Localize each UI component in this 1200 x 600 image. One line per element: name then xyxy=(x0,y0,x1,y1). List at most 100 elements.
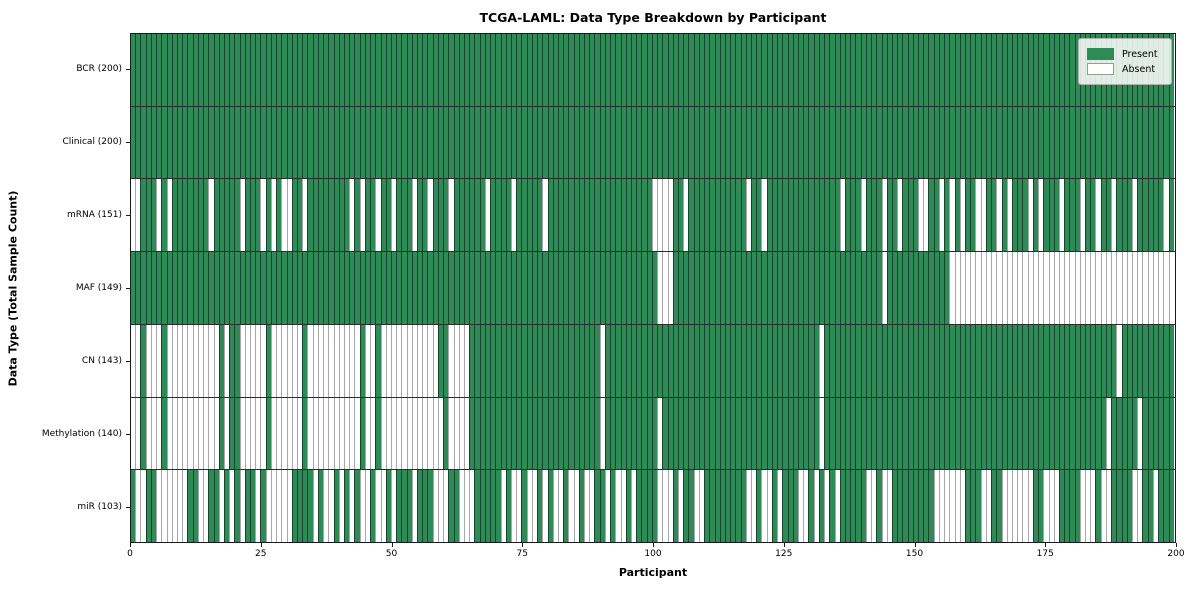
heatmap-cell xyxy=(615,397,621,470)
heatmap-cell xyxy=(291,179,297,252)
heatmap-cell xyxy=(135,324,141,397)
heatmap-cell xyxy=(1142,397,1148,470)
heatmap-cell xyxy=(860,252,866,324)
heatmap-cell xyxy=(458,252,464,324)
heatmap-cell xyxy=(756,34,762,106)
heatmap-cell xyxy=(850,34,856,106)
heatmap-cell xyxy=(636,470,642,543)
heatmap-cell xyxy=(657,179,663,252)
heatmap-cell xyxy=(714,397,720,470)
heatmap-cell xyxy=(871,397,877,470)
heatmap-cell xyxy=(782,179,788,252)
heatmap-cell xyxy=(766,179,772,252)
y-tick-label-CN: CN (143) xyxy=(81,355,122,366)
heatmap-cell xyxy=(1032,252,1039,324)
heatmap-cell xyxy=(740,179,746,252)
heatmap-cell xyxy=(667,470,673,543)
heatmap-cell xyxy=(777,252,783,324)
heatmap-cell xyxy=(297,397,303,470)
heatmap-cell xyxy=(589,324,595,397)
y-tick-mark xyxy=(126,288,130,289)
heatmap-cell xyxy=(949,106,955,179)
heatmap-cell xyxy=(683,34,689,106)
heatmap-cell xyxy=(636,34,642,106)
heatmap-cell xyxy=(777,324,783,397)
heatmap-cell xyxy=(923,106,929,179)
heatmap-cell xyxy=(891,470,898,543)
heatmap-cell xyxy=(1126,397,1132,470)
heatmap-cell xyxy=(411,106,418,179)
heatmap-cell xyxy=(307,397,313,470)
heatmap-cell xyxy=(918,34,924,106)
heatmap-cell xyxy=(1022,397,1028,470)
heatmap-cell xyxy=(902,252,908,324)
heatmap-cell xyxy=(740,397,746,470)
heatmap-cell xyxy=(1079,106,1086,179)
heatmap-cell xyxy=(1074,106,1080,179)
heatmap-cell xyxy=(568,34,574,106)
heatmap-cell xyxy=(891,34,898,106)
heatmap-cell xyxy=(260,106,266,179)
heatmap-cell xyxy=(928,397,934,470)
heatmap-cell xyxy=(1064,106,1070,179)
heatmap-cell xyxy=(688,470,694,543)
heatmap-cell xyxy=(432,34,438,106)
x-tick-mark xyxy=(783,543,785,547)
heatmap-cell xyxy=(1137,397,1143,470)
heatmap-cell xyxy=(385,397,391,470)
heatmap-cell xyxy=(176,179,183,252)
heatmap-cell xyxy=(244,179,251,252)
heatmap-cell xyxy=(1121,397,1127,470)
heatmap-cell xyxy=(312,179,318,252)
heatmap-cell xyxy=(1168,324,1174,397)
heatmap-cell xyxy=(328,324,334,397)
heatmap-cell xyxy=(1022,179,1028,252)
y-tick-label-miR: miR (103) xyxy=(77,501,122,512)
x-tick-mark xyxy=(1176,543,1177,547)
heatmap-cell xyxy=(1043,252,1049,324)
heatmap-cell xyxy=(818,179,825,252)
heatmap-cell xyxy=(328,252,334,324)
heatmap-cell xyxy=(197,179,204,252)
heatmap-cell xyxy=(182,324,188,397)
heatmap-cell xyxy=(1058,252,1065,324)
heatmap-cell xyxy=(197,106,204,179)
heatmap-cell xyxy=(458,34,464,106)
heatmap-cell xyxy=(1126,324,1132,397)
heatmap-cell xyxy=(641,252,647,324)
heatmap-cell xyxy=(526,470,532,543)
heatmap-cell xyxy=(495,470,501,543)
heatmap-cell xyxy=(505,470,511,543)
heatmap-cell xyxy=(766,34,772,106)
heatmap-cell xyxy=(307,324,313,397)
heatmap-cell xyxy=(276,470,282,543)
heatmap-cell xyxy=(839,106,845,179)
heatmap-cell xyxy=(135,470,141,543)
heatmap-cell xyxy=(281,34,287,106)
heatmap-cell xyxy=(657,324,663,397)
heatmap-cell xyxy=(203,397,209,470)
heatmap-cell xyxy=(312,34,318,106)
heatmap-cell xyxy=(495,179,501,252)
heatmap-cell xyxy=(625,397,631,470)
heatmap-cell xyxy=(406,252,412,324)
heatmap-cell xyxy=(557,397,564,470)
heatmap-cell xyxy=(208,397,214,470)
heatmap-cell xyxy=(751,252,757,324)
heatmap-cell xyxy=(871,34,877,106)
heatmap-cell xyxy=(443,34,449,106)
heatmap-cell xyxy=(250,470,256,543)
heatmap-cell xyxy=(589,106,595,179)
heatmap-cell xyxy=(709,106,715,179)
heatmap-cell xyxy=(589,179,595,252)
heatmap-cell xyxy=(745,34,752,106)
heatmap-cell xyxy=(813,470,819,543)
heatmap-cell xyxy=(464,470,470,543)
heatmap-cell xyxy=(631,34,637,106)
heatmap-cell xyxy=(229,252,235,324)
heatmap-cell xyxy=(150,397,157,470)
heatmap-cell xyxy=(657,397,663,470)
heatmap-cell xyxy=(667,397,673,470)
heatmap-cell xyxy=(1111,106,1117,179)
heatmap-cell xyxy=(996,252,1002,324)
